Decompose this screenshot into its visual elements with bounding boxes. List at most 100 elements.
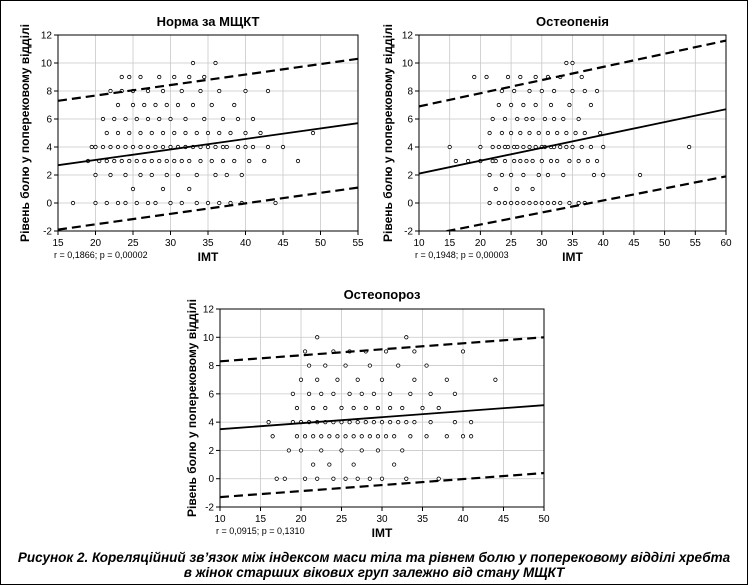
data-point <box>290 391 295 396</box>
data-point <box>112 116 117 122</box>
data-point <box>392 462 397 467</box>
data-point <box>428 391 433 396</box>
data-point <box>100 116 106 122</box>
data-point <box>527 144 532 150</box>
correlation-stat: r = 0,1866; p = 0,00002 <box>54 250 148 260</box>
data-point <box>157 116 162 122</box>
data-point <box>518 74 523 80</box>
regression-line <box>419 108 726 175</box>
data-point <box>521 172 526 178</box>
data-point <box>327 434 332 439</box>
data-point <box>335 377 340 382</box>
data-point <box>396 363 401 368</box>
data-point <box>515 186 520 192</box>
data-point <box>104 200 109 206</box>
data-point <box>145 200 151 206</box>
data-point <box>134 116 139 122</box>
figure-caption: Рисунок 2. Кореляційний зв’язок між інде… <box>1 550 747 580</box>
data-point <box>567 158 572 164</box>
data-point <box>108 172 113 178</box>
data-point <box>379 420 385 425</box>
data-point <box>408 391 413 396</box>
data-point <box>145 88 151 94</box>
x-tick-label: 35 <box>202 238 214 249</box>
data-point <box>502 158 508 164</box>
data-point <box>104 158 109 164</box>
data-point <box>123 144 128 150</box>
data-point <box>555 158 560 164</box>
data-point <box>347 391 352 396</box>
data-point <box>286 448 291 453</box>
data-point <box>493 377 498 382</box>
data-point <box>371 391 376 396</box>
chart-panel-norm: Норма за МЩКТ 15 20 25 30 35 40 45 50 55 -2 0 2 4 6 8 10… <box>18 14 364 264</box>
data-point <box>564 130 569 136</box>
data-point <box>311 405 316 411</box>
x-tick-label: 20 <box>475 238 487 249</box>
x-tick-label: 25 <box>336 514 348 525</box>
data-point <box>294 405 300 411</box>
data-point <box>351 462 356 467</box>
x-tick-label: 50 <box>659 238 671 249</box>
data-point <box>153 102 158 108</box>
data-point <box>145 116 151 122</box>
data-point <box>239 172 244 178</box>
data-point <box>379 476 385 481</box>
data-point <box>194 172 199 178</box>
x-tick-label: 20 <box>295 514 307 525</box>
data-point <box>298 448 304 453</box>
data-point <box>570 88 575 94</box>
data-point <box>343 434 348 439</box>
data-point <box>542 116 547 122</box>
data-point <box>502 200 508 206</box>
data-point <box>187 186 192 192</box>
data-point <box>224 144 229 150</box>
data-point <box>220 116 226 122</box>
y-tick-label: 2 <box>208 446 214 457</box>
data-point <box>123 200 128 206</box>
x-tick-label: 40 <box>240 238 252 249</box>
data-point <box>179 158 184 164</box>
data-point <box>536 130 541 136</box>
data-point <box>243 130 248 136</box>
data-point <box>127 158 132 164</box>
data-point <box>594 158 600 164</box>
data-point <box>130 186 136 192</box>
data-point <box>508 200 514 206</box>
y-tick-label: 12 <box>402 31 414 42</box>
data-point <box>172 130 177 136</box>
x-tick-label: 25 <box>127 238 139 249</box>
x-tick-label: 60 <box>720 238 732 249</box>
data-point <box>452 391 457 396</box>
plot-area <box>419 39 726 231</box>
x-tick-label: 30 <box>376 514 388 525</box>
x-axis-label: ІМТ <box>562 250 583 264</box>
data-point <box>265 144 271 150</box>
data-point <box>375 405 381 411</box>
confidence-lower-line <box>441 175 726 231</box>
data-point <box>306 391 312 396</box>
data-point <box>331 476 336 481</box>
chart-panel-osteoporosis: Остеопороз 10 15 20 25 30 35 40 45 50 -2 0 2 4 6 8 10 12 Р… <box>185 287 550 540</box>
data-point <box>530 116 535 122</box>
data-point <box>153 200 158 206</box>
data-point <box>548 158 554 164</box>
data-point <box>217 88 222 94</box>
data-point <box>527 130 532 136</box>
y-tick-label: 6 <box>407 115 413 126</box>
y-tick-label: 8 <box>46 87 52 98</box>
data-point <box>274 476 279 481</box>
y-tick-label: 12 <box>41 31 53 42</box>
data-point <box>424 363 429 368</box>
data-point <box>315 335 320 340</box>
data-point <box>127 130 132 136</box>
plot-area <box>58 57 358 231</box>
data-point <box>551 88 557 94</box>
y-tick-label: 4 <box>208 418 214 429</box>
data-point <box>472 74 477 80</box>
data-point <box>119 74 124 80</box>
data-point <box>164 158 169 164</box>
data-point <box>412 420 417 425</box>
data-point <box>508 102 514 108</box>
